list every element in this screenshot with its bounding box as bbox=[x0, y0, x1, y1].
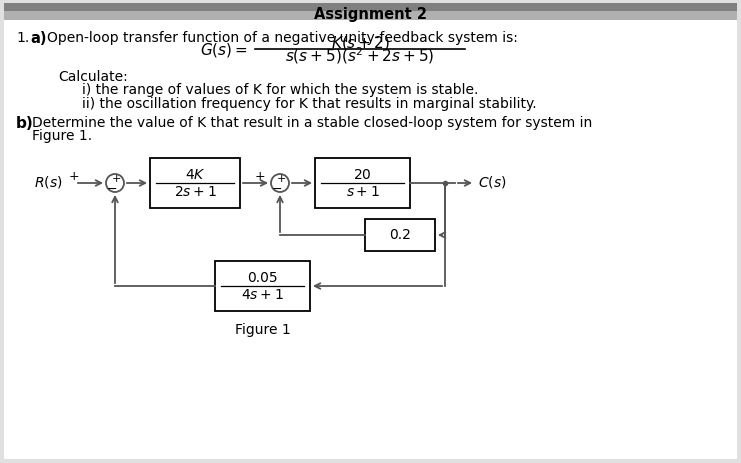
Text: +: + bbox=[111, 174, 121, 184]
Text: 1.: 1. bbox=[16, 31, 29, 45]
Text: $4K$: $4K$ bbox=[185, 168, 205, 182]
Text: +: + bbox=[69, 170, 79, 183]
Text: Determine the value of K that result in a stable closed-loop system for system i: Determine the value of K that result in … bbox=[32, 116, 592, 130]
Text: $R(s)$: $R(s)$ bbox=[33, 174, 62, 190]
Text: +: + bbox=[255, 170, 265, 183]
Text: a): a) bbox=[30, 31, 47, 46]
Text: $4s+1$: $4s+1$ bbox=[241, 288, 284, 302]
Text: Calculate:: Calculate: bbox=[58, 70, 127, 84]
Text: Figure 1.: Figure 1. bbox=[32, 129, 92, 143]
Text: $K(s+2)$: $K(s+2)$ bbox=[330, 34, 390, 52]
Text: −: − bbox=[272, 182, 282, 195]
Text: $G(s) =$: $G(s) =$ bbox=[200, 41, 247, 59]
Bar bbox=[4, 3, 737, 11]
Text: Assignment 2: Assignment 2 bbox=[313, 6, 427, 21]
Text: +: + bbox=[276, 174, 286, 184]
Text: $s+1$: $s+1$ bbox=[345, 185, 379, 199]
Text: −: − bbox=[107, 182, 117, 195]
Bar bbox=[215, 261, 310, 311]
Text: $C(s)$: $C(s)$ bbox=[478, 174, 507, 190]
Bar bbox=[365, 219, 435, 251]
Text: $2s+1$: $2s+1$ bbox=[173, 185, 216, 199]
Text: i) the range of values of K for which the system is stable.: i) the range of values of K for which th… bbox=[82, 83, 479, 97]
Text: $20$: $20$ bbox=[353, 168, 372, 182]
Text: $s(s+5)(s^2+2s+5)$: $s(s+5)(s^2+2s+5)$ bbox=[285, 46, 435, 66]
Text: b): b) bbox=[16, 116, 34, 131]
Bar bbox=[315, 158, 410, 208]
Bar bbox=[150, 158, 240, 208]
Text: ii) the oscillation frequency for K that results in marginal stability.: ii) the oscillation frequency for K that… bbox=[82, 97, 536, 111]
Bar bbox=[4, 4, 737, 20]
Text: Figure 1: Figure 1 bbox=[235, 323, 290, 337]
Text: 0.2: 0.2 bbox=[389, 228, 411, 242]
Text: Open-loop transfer function of a negative unity-feedback system is:: Open-loop transfer function of a negativ… bbox=[47, 31, 518, 45]
Text: 0.05: 0.05 bbox=[247, 271, 278, 285]
